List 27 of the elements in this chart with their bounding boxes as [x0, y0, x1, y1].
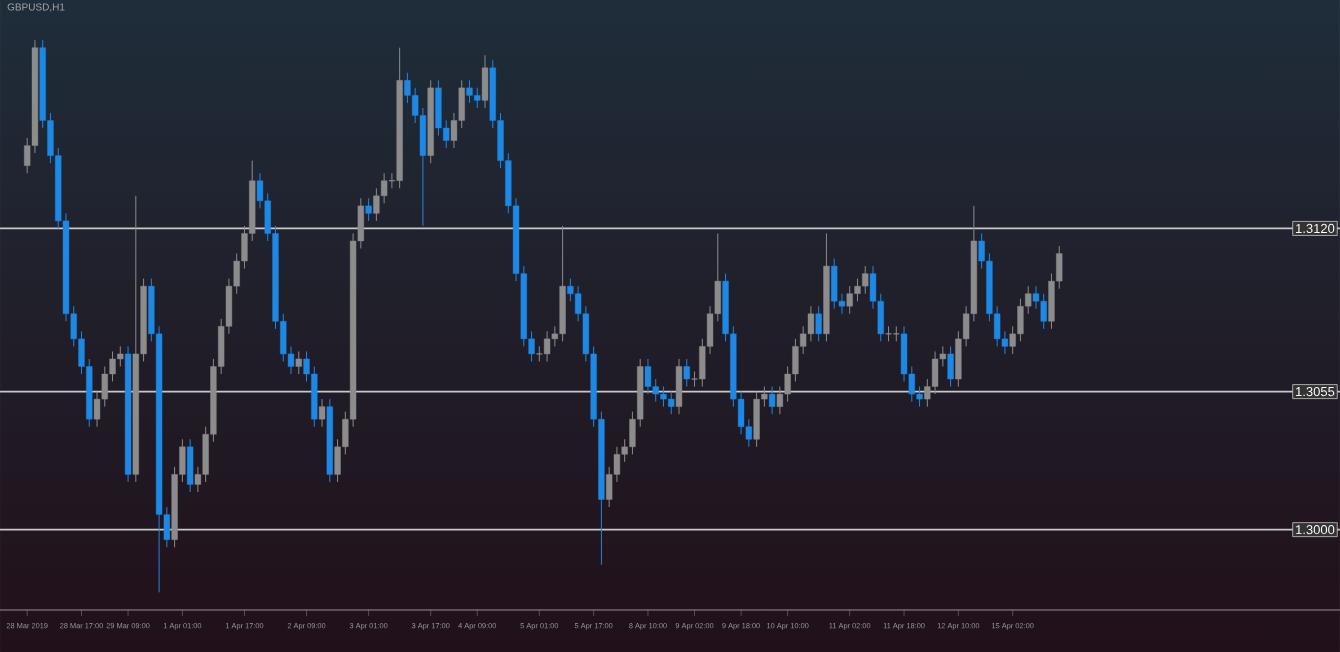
candlestick — [862, 265, 869, 295]
candlestick — [295, 350, 302, 375]
candlestick — [311, 365, 318, 428]
candlestick — [365, 197, 372, 222]
candlestick — [186, 438, 194, 493]
candlestick — [466, 79, 473, 104]
candlestick — [947, 345, 954, 388]
candlestick — [474, 87, 481, 109]
candlestick — [683, 358, 690, 388]
candlestick — [1017, 298, 1024, 342]
candlestick — [831, 258, 838, 310]
candlestick — [644, 358, 652, 395]
candlestick — [318, 398, 326, 428]
candlestick — [660, 386, 667, 408]
candlestick — [117, 345, 124, 367]
candlestick — [675, 358, 683, 415]
candlestick — [543, 330, 551, 362]
candlestick — [753, 391, 760, 448]
candlestick — [846, 285, 853, 315]
candlestick — [435, 79, 442, 137]
candlestick — [815, 305, 822, 342]
candlestick — [668, 391, 675, 415]
candlestick — [854, 278, 861, 302]
candlestick — [768, 386, 776, 415]
candlestick — [1040, 293, 1047, 330]
candlestick — [559, 225, 566, 342]
candlestick — [481, 54, 489, 109]
